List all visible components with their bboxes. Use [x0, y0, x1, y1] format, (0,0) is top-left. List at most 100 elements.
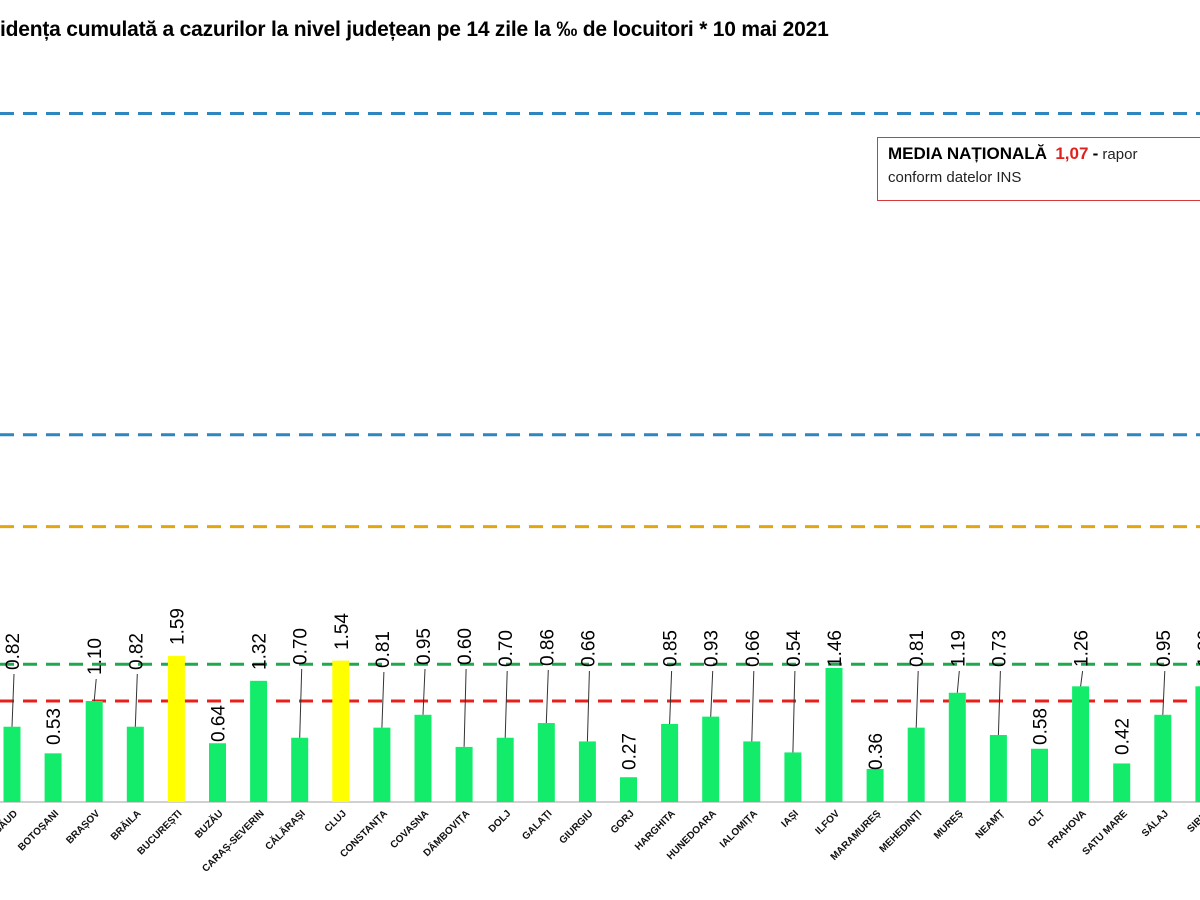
- chart-title: idența cumulată a cazurilor la nivel jud…: [0, 18, 829, 41]
- value-label-8: 0.70: [291, 628, 312, 665]
- category-label-27: PRAHOVA: [1046, 808, 1089, 851]
- category-label-2: BOTOȘANI: [16, 808, 61, 853]
- bar-22: [866, 768, 884, 802]
- value-label-6: 0.64: [209, 705, 230, 742]
- bar-25: [989, 734, 1007, 802]
- value-label-18: 0.93: [702, 630, 723, 667]
- category-label-6: BUZĂU: [192, 807, 226, 841]
- category-label-14: GALAȚI: [520, 808, 554, 842]
- value-label-4: 0.82: [126, 633, 147, 670]
- bar-17: [661, 723, 679, 802]
- bar-28: [1113, 763, 1131, 802]
- category-label-16: GORJ: [609, 808, 637, 836]
- value-label-28: 0.42: [1113, 718, 1134, 755]
- value-label-27: 1.26: [1072, 630, 1093, 667]
- value-label-23: 0.81: [907, 630, 928, 667]
- bar-13: [496, 737, 514, 802]
- bar-7: [250, 680, 268, 802]
- value-label-12: 0.60: [455, 628, 476, 665]
- leader-line-1: [11, 673, 15, 727]
- bar-19: [743, 741, 761, 802]
- category-label-11: COVASNA: [389, 808, 432, 851]
- category-label-3: BRAȘOV: [64, 808, 102, 846]
- value-label-20: 0.54: [784, 630, 805, 667]
- leader-line-27: [1080, 670, 1084, 687]
- leader-line-3: [93, 678, 97, 702]
- value-label-14: 0.86: [537, 629, 558, 666]
- value-label-17: 0.85: [661, 630, 682, 667]
- leader-line-25: [997, 670, 1001, 736]
- value-label-9: 1.54: [332, 613, 353, 650]
- leader-line-13: [504, 670, 508, 738]
- category-label-21: ILFOV: [814, 808, 843, 837]
- leader-line-15: [586, 670, 590, 742]
- bar-20: [784, 752, 802, 802]
- value-label-5: 1.59: [167, 608, 188, 645]
- leader-line-14: [545, 669, 549, 724]
- leader-line-11: [422, 668, 426, 715]
- value-label-1: 0.82: [3, 633, 24, 670]
- bar-15: [578, 741, 596, 802]
- leader-line-24: [956, 670, 960, 693]
- bar-16: [620, 777, 637, 802]
- category-label-9: CLUJ: [323, 808, 349, 834]
- bar-9: [332, 660, 350, 802]
- bar-27: [1072, 686, 1090, 802]
- bar-21: [825, 667, 843, 802]
- category-label-29: SĂLAJ: [1139, 807, 1171, 839]
- bar-6: [209, 743, 226, 802]
- category-label-25: NEAMȚ: [974, 808, 1007, 841]
- value-label-2: 0.53: [44, 708, 65, 745]
- bar-2: [44, 753, 62, 802]
- bar-26: [1031, 748, 1048, 802]
- legend-label: MEDIA NAȚIONALĂ: [888, 144, 1047, 163]
- value-label-16: 0.27: [620, 733, 641, 770]
- category-label-4: BRĂILA: [108, 807, 144, 843]
- value-label-13: 0.70: [496, 630, 517, 667]
- value-label-25: 0.73: [989, 630, 1010, 667]
- leader-line-29: [1162, 670, 1166, 715]
- bar-4: [126, 726, 144, 802]
- bar-3: [85, 701, 103, 802]
- legend-text: rapor: [1102, 146, 1138, 163]
- value-label-21: 1.46: [825, 630, 846, 667]
- leader-line-19: [751, 670, 755, 742]
- leader-line-18: [710, 670, 714, 717]
- value-label-10: 0.81: [373, 631, 394, 668]
- value-label-22: 0.36: [866, 733, 887, 770]
- leader-line-8: [299, 668, 303, 738]
- legend-source: conform datelor INS: [888, 169, 1022, 186]
- category-label-17: HARGHITA: [633, 808, 678, 853]
- value-label-15: 0.66: [578, 630, 599, 667]
- category-label-15: GIURGIU: [557, 808, 595, 846]
- value-label-7: 1.32: [250, 633, 271, 670]
- value-label-11: 0.95: [414, 628, 435, 665]
- bar-14: [537, 723, 555, 802]
- legend-dash: -: [1092, 144, 1099, 163]
- category-label-19: IALOMIȚA: [718, 808, 760, 850]
- leader-line-20: [792, 670, 796, 753]
- leader-line-17: [669, 670, 673, 724]
- bar-23: [907, 727, 925, 802]
- category-label-26: OLT: [1026, 808, 1047, 829]
- bar-30: [1195, 686, 1200, 802]
- category-label-24: MUREȘ: [932, 808, 966, 842]
- value-label-30: 1.26: [1195, 630, 1200, 667]
- value-label-3: 1.10: [85, 638, 106, 675]
- category-label-23: MEHEDINȚI: [878, 808, 925, 855]
- bar-10: [373, 727, 391, 802]
- leader-line-12: [463, 668, 467, 747]
- leader-line-4: [134, 673, 138, 727]
- bar-24: [948, 692, 966, 802]
- bar-11: [414, 714, 432, 802]
- leader-line-23: [915, 670, 919, 728]
- value-label-29: 0.95: [1154, 630, 1175, 667]
- category-label-30: SIBIU: [1185, 808, 1200, 835]
- bar-12: [455, 746, 473, 802]
- category-label-13: DOLJ: [487, 808, 514, 835]
- value-label-24: 1.19: [948, 630, 969, 667]
- leader-line-10: [381, 671, 385, 728]
- category-label-20: IAȘI: [779, 808, 801, 830]
- bar-29: [1154, 714, 1172, 802]
